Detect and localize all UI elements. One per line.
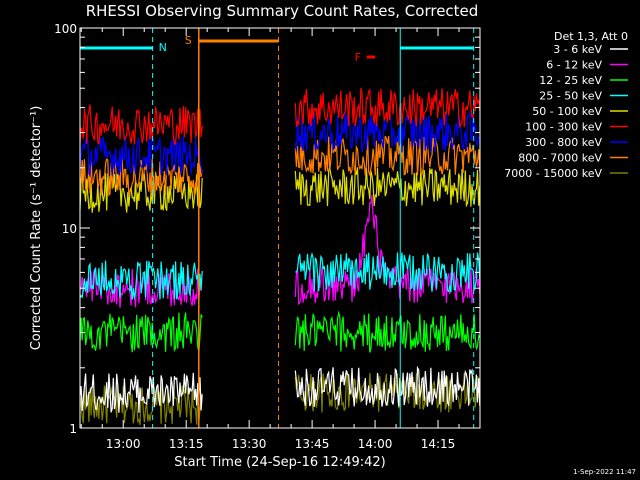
y-tick-label: 10	[62, 222, 77, 236]
legend-label: 300 - 800 keV	[525, 136, 602, 149]
chart-title: RHESSI Observing Summary Count Rates, Co…	[86, 2, 479, 20]
x-tick-label: 13:15	[169, 437, 204, 451]
legend-label: 100 - 300 keV	[525, 121, 602, 134]
annotation-layer: N S F	[80, 28, 475, 428]
legend-label: 6 - 12 keV	[546, 59, 602, 72]
series-line	[294, 310, 481, 353]
series-line	[294, 135, 481, 176]
legend-label: 800 - 7000 keV	[518, 152, 602, 165]
legend-label: 7000 - 15000 keV	[504, 167, 602, 180]
series-line	[79, 172, 203, 213]
legend-title: Det 1,3, Att 0	[554, 30, 628, 43]
legend: 3 - 6 keV 6 - 12 keV 12 - 25 keV 25 - 50 ke…	[504, 43, 628, 180]
y-tick-label: 100	[54, 22, 77, 36]
series-line	[79, 372, 203, 413]
saa-flag-label: S	[185, 34, 192, 47]
series-line	[79, 312, 203, 353]
x-tick-label: 14:00	[358, 437, 393, 451]
x-axis-label: Start Time (24-Sep-16 12:49:42)	[174, 455, 385, 470]
legend-label: 3 - 6 keV	[553, 43, 602, 56]
series-line	[294, 365, 481, 408]
series-line	[79, 135, 203, 178]
series-line	[79, 104, 203, 146]
series-line	[79, 260, 203, 300]
x-tick-label: 13:00	[106, 437, 141, 451]
plot-frame	[79, 27, 481, 429]
x-tick-label: 14:15	[421, 437, 456, 451]
series-line	[294, 87, 481, 129]
series-layer	[79, 87, 481, 426]
axis-ticks: 13:00 13:15 13:30 13:45 14:00 14:15 1 10 100	[54, 22, 481, 451]
series-line	[79, 155, 203, 197]
x-tick-label: 13:30	[232, 437, 267, 451]
flare-flag-label: F	[355, 51, 361, 64]
legend-label: 50 - 100 keV	[532, 105, 602, 118]
night-flag-label: N	[159, 41, 167, 54]
series-line	[294, 167, 481, 208]
y-tick-label: 1	[69, 422, 77, 436]
x-tick-label: 13:45	[295, 437, 330, 451]
footer-date: 1-Sep-2022 11:47	[573, 468, 636, 476]
y-axis-label: Corrected Count Rate (s⁻¹ detector⁻¹)	[29, 106, 44, 351]
legend-label: 25 - 50 keV	[539, 90, 602, 103]
series-line	[295, 251, 481, 293]
legend-label: 12 - 25 keV	[539, 74, 602, 87]
series-line	[294, 194, 481, 306]
